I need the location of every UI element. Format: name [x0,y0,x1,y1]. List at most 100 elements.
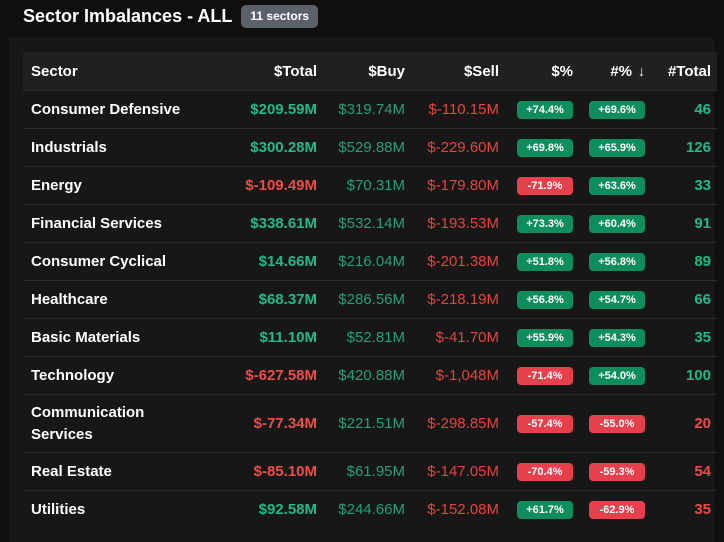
sector-count-badge: 11 sectors [241,4,319,28]
total-value: $209.59M [205,90,323,129]
count-pct-badge: +69.6% [589,101,645,119]
buy-value: $529.88M [323,128,411,167]
sell-value: $-218.19M [411,280,505,319]
sector-name: Consumer Defensive [23,90,205,129]
dollar-pct-badge: -57.4% [517,415,573,433]
table-row[interactable]: Real Estate $-85.10M $61.95M $-147.05M -70.4… [23,452,717,491]
dollar-pct-cell: +73.3% [505,204,579,243]
count-total-value: 100 [651,356,717,395]
sector-name: Basic Materials [23,318,205,357]
sell-value: $-179.80M [411,166,505,205]
count-pct-cell: +65.9% [579,128,651,167]
count-pct-badge: -59.3% [589,463,645,481]
count-total-value: 46 [651,90,717,129]
total-value: $-109.49M [205,166,323,205]
sector-name: Financial Services [23,204,205,243]
table-row[interactable]: Consumer Defensive $209.59M $319.74M $-110.… [23,90,717,129]
sell-value: $-298.85M [411,394,505,453]
sector-name: Industrials [23,128,205,167]
column-header-total[interactable]: $Total [273,62,317,80]
column-header-buy[interactable]: $Buy [368,62,405,80]
count-pct-cell: -59.3% [579,452,651,491]
table-panel: Sector $Total $Buy $Sell $% #% ↓ #Total C… [9,38,717,542]
dollar-pct-cell: -71.9% [505,166,579,205]
count-pct-cell: +56.8% [579,242,651,281]
dollar-pct-cell: -71.4% [505,356,579,395]
buy-value: $221.51M [323,394,411,453]
count-total-value: 126 [651,128,717,167]
sell-value: $-201.38M [411,242,505,281]
count-total-value: 35 [651,490,717,528]
dollar-pct-cell: -70.4% [505,452,579,491]
column-header-count-pct-label: #% [610,62,632,80]
sector-name: Energy [23,166,205,205]
total-value: $-77.34M [205,394,323,453]
count-total-value: 54 [651,452,717,491]
column-header-count-pct[interactable]: #% ↓ [579,52,651,91]
count-pct-cell: +54.3% [579,318,651,357]
buy-value: $319.74M [323,90,411,129]
table-header-row: Sector $Total $Buy $Sell $% #% ↓ #Total [23,52,717,91]
total-value: $300.28M [205,128,323,167]
table-row[interactable]: Industrials $300.28M $529.88M $-229.60M +69.… [23,128,717,167]
count-pct-cell: +54.7% [579,280,651,319]
table-row[interactable]: Basic Materials $11.10M $52.81M $-41.70M +55… [23,318,717,357]
table-row[interactable]: Technology $-627.58M $420.88M $-1,048M -71.4… [23,356,717,395]
table-row[interactable]: Consumer Cyclical $14.66M $216.04M $-201.38… [23,242,717,281]
table-body: Consumer Defensive $209.59M $319.74M $-110.… [23,90,717,528]
dollar-pct-cell: +74.4% [505,90,579,129]
dollar-pct-badge: +51.8% [517,253,573,271]
sector-name: Consumer Cyclical [23,242,205,281]
dollar-pct-badge: +74.4% [517,101,573,119]
count-pct-cell: +60.4% [579,204,651,243]
total-value: $92.58M [205,490,323,528]
count-pct-cell: -62.9% [579,490,651,528]
count-total-value: 20 [651,394,717,453]
column-header-pct[interactable]: $% [551,62,573,80]
count-pct-badge: +56.8% [589,253,645,271]
buy-value: $532.14M [323,204,411,243]
arrow-down-icon: ↓ [638,62,645,79]
count-pct-cell: -55.0% [579,394,651,453]
count-pct-badge: +54.7% [589,291,645,309]
dollar-pct-badge: -71.9% [517,177,573,195]
sell-value: $-110.15M [411,90,505,129]
count-total-value: 66 [651,280,717,319]
sell-value: $-152.08M [411,490,505,528]
dollar-pct-cell: +56.8% [505,280,579,319]
buy-value: $70.31M [323,166,411,205]
dollar-pct-badge: +55.9% [517,329,573,347]
buy-value: $286.56M [323,280,411,319]
total-value: $11.10M [205,318,323,357]
dollar-pct-badge: -70.4% [517,463,573,481]
sell-value: $-147.05M [411,452,505,491]
total-value: $-627.58M [205,356,323,395]
dollar-pct-badge: +56.8% [517,291,573,309]
table-row[interactable]: Communication Services $-77.34M $221.51M $-… [23,394,717,453]
count-pct-cell: +69.6% [579,90,651,129]
dollar-pct-cell: +69.8% [505,128,579,167]
table-row[interactable]: Utilities $92.58M $244.66M $-152.08M +61.7% -… [23,490,717,528]
column-header-count-total[interactable]: #Total [667,62,711,80]
count-pct-badge: +54.3% [589,329,645,347]
count-pct-badge: +54.0% [589,367,645,385]
sector-name: Communication Services [23,394,205,453]
table-row[interactable]: Energy $-109.49M $70.31M $-179.80M -71.9% +63… [23,166,717,205]
dollar-pct-badge: +61.7% [517,501,573,519]
total-value: $14.66M [205,242,323,281]
count-pct-badge: +63.6% [589,177,645,195]
column-header-sector[interactable]: Sector [31,62,78,80]
sector-name: Utilities [23,490,205,528]
count-pct-badge: +65.9% [589,139,645,157]
column-header-sell[interactable]: $Sell [463,62,499,80]
table-row[interactable]: Healthcare $68.37M $286.56M $-218.19M +56.8%… [23,280,717,319]
header: Sector Imbalances - ALL 11 sectors [23,4,319,28]
sector-name: Technology [23,356,205,395]
table-row[interactable]: Financial Services $338.61M $532.14M $-193.… [23,204,717,243]
count-pct-badge: -55.0% [589,415,645,433]
sector-name: Real Estate [23,452,205,491]
count-total-value: 91 [651,204,717,243]
count-pct-badge: +60.4% [589,215,645,233]
buy-value: $61.95M [323,452,411,491]
